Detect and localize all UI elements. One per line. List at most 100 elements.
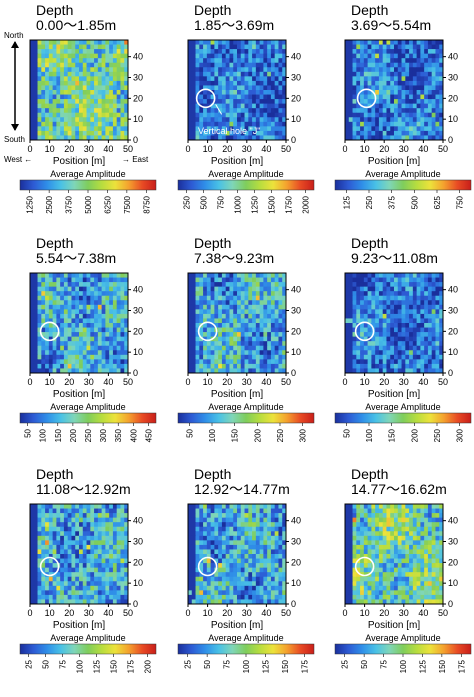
heatmap-cell xyxy=(229,99,234,105)
heatmap-cell xyxy=(382,99,387,105)
heatmap-cell xyxy=(120,517,125,523)
heatmap-cell xyxy=(412,504,418,509)
heatmap-cell xyxy=(348,76,353,82)
heatmap-cell xyxy=(416,286,421,292)
heatmap-cell xyxy=(63,282,69,288)
heatmap-cell xyxy=(356,90,361,95)
heatmap-cell xyxy=(420,85,425,91)
heatmap-cell xyxy=(248,277,253,283)
heatmap-cell xyxy=(221,313,227,319)
heatmap-cell xyxy=(112,62,118,68)
heatmap-cell xyxy=(124,368,129,374)
heatmap-cell xyxy=(37,318,42,324)
heatmap-cell xyxy=(229,572,234,578)
heatmap-cell xyxy=(82,508,87,514)
heatmap-cell xyxy=(363,62,369,68)
heatmap-cell xyxy=(412,44,418,50)
heatmap-cell xyxy=(30,513,35,519)
heatmap-cell xyxy=(218,135,223,141)
heatmap-cell xyxy=(60,49,65,55)
heatmap-cell xyxy=(356,350,361,356)
heatmap-cell xyxy=(405,40,410,45)
heatmap-cell xyxy=(252,567,257,573)
heatmap-cell xyxy=(229,590,234,596)
heatmap-cell xyxy=(416,53,421,59)
heatmap-cell xyxy=(30,313,35,319)
heatmap-cell xyxy=(229,80,234,86)
heatmap-cell xyxy=(105,508,110,514)
heatmap-cell xyxy=(420,363,425,369)
heatmap-cell xyxy=(210,327,215,333)
depth-range: 5.54～7.38m xyxy=(36,250,116,266)
heatmap-cell xyxy=(397,345,402,351)
heatmap-cell xyxy=(112,121,118,127)
heatmap-cell xyxy=(30,508,35,514)
heatmap-cell xyxy=(191,62,196,68)
heatmap-cell xyxy=(218,549,223,555)
heatmap-cell xyxy=(63,359,69,365)
heatmap-cell xyxy=(90,554,95,559)
heatmap-cell xyxy=(233,300,238,306)
heatmap-cell xyxy=(79,359,84,365)
hole-circle xyxy=(354,321,375,342)
heatmap-cell xyxy=(401,368,406,374)
heatmap-cell xyxy=(105,327,110,333)
heatmap-cell xyxy=(221,44,227,50)
heatmap-cell xyxy=(240,94,245,100)
heatmap-cell xyxy=(52,313,57,319)
heatmap-cell xyxy=(214,318,219,324)
heatmap-cell xyxy=(218,67,223,73)
heatmap-cell xyxy=(375,58,380,64)
heatmap-cell xyxy=(203,71,208,77)
heatmap-cell xyxy=(94,40,99,45)
heatmap-cell xyxy=(30,576,35,582)
heatmap-cell xyxy=(86,126,91,132)
heatmap-cell xyxy=(210,323,215,328)
heatmap-cell xyxy=(248,304,253,310)
heatmap-cell xyxy=(112,594,118,600)
heatmap-cell xyxy=(233,90,238,95)
heatmap-cell xyxy=(259,295,264,301)
heatmap-cell xyxy=(435,76,440,82)
heatmap-cell xyxy=(439,291,444,297)
heatmap-cell xyxy=(360,53,365,59)
colorbar-title: Average Amplitude xyxy=(50,633,125,643)
heatmap-cell xyxy=(82,585,87,591)
heatmap-cell xyxy=(112,103,118,109)
heatmap-cell xyxy=(75,549,80,555)
heatmap-cell xyxy=(394,304,399,310)
heatmap-cell xyxy=(225,554,230,559)
heatmap-cell xyxy=(424,85,429,91)
heatmap-cell xyxy=(52,590,57,596)
heatmap-cell xyxy=(397,126,402,132)
heatmap-cell xyxy=(390,130,395,136)
heatmap-cell xyxy=(75,535,80,541)
heatmap-cell xyxy=(409,40,414,45)
heatmap-cell xyxy=(82,99,87,105)
heatmap-cell xyxy=(352,90,357,95)
heatmap-cell xyxy=(48,558,54,564)
heatmap-cell xyxy=(367,117,372,123)
heatmap-cell xyxy=(240,295,245,301)
heatmap-cell xyxy=(116,554,121,559)
heatmap-cell xyxy=(282,318,287,324)
heatmap-cell xyxy=(191,304,196,310)
heatmap-cell xyxy=(356,277,361,283)
heatmap-cell xyxy=(237,508,242,514)
heatmap-cell xyxy=(75,581,80,587)
heatmap-cell xyxy=(282,130,287,136)
heatmap-cell xyxy=(360,108,365,114)
x-tick-label: 30 xyxy=(242,377,252,387)
heatmap-cell xyxy=(90,62,95,68)
heatmap-cell xyxy=(270,273,276,278)
heatmap-cell xyxy=(214,99,219,105)
heatmap-cell xyxy=(282,594,287,600)
heatmap-cell xyxy=(274,117,279,123)
heatmap-cell xyxy=(345,359,350,365)
heatmap-cell xyxy=(274,94,279,100)
heatmap-cell xyxy=(244,135,249,141)
heatmap-cell xyxy=(237,336,242,342)
heatmap-cell xyxy=(41,332,46,338)
heatmap-cell xyxy=(394,126,399,132)
